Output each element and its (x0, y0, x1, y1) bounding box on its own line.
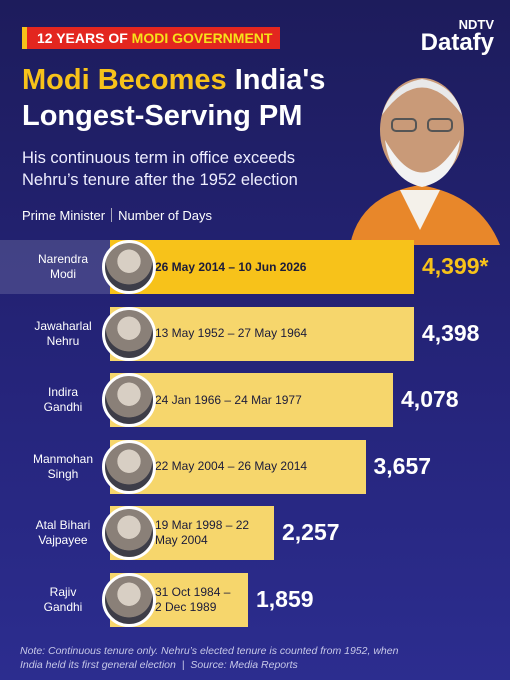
bar: 22 May 2004 – 26 May 2014 (110, 439, 366, 494)
value-label: 1,859 (255, 586, 314, 612)
value-label: 4,078 (401, 386, 459, 413)
photo (102, 306, 156, 361)
category-label: Manmohan Singh (32, 451, 94, 481)
photo (102, 439, 156, 494)
photo (102, 373, 156, 428)
title: Modi Becomes India's Longest-Serving PM (22, 62, 332, 134)
value-label: 3,657 (373, 452, 432, 479)
date-label: 22 May 2004 – 26 May 2014 (155, 459, 308, 474)
column-headers: Prime Minister Number of Days (22, 208, 212, 223)
photo (102, 573, 156, 627)
source: Source: Media Reports (190, 659, 298, 671)
note: Note: Continuous tenure only. Nehru’s el… (20, 645, 399, 671)
bar: 24 Jan 1966 – 24 Mar 1977 (110, 373, 394, 428)
brand-sub: Datafy (420, 29, 494, 56)
badge: 12 YEARS OF MODI GOVERNMENT (22, 27, 281, 49)
subtitle: His continuous term in office exceeds Ne… (22, 149, 298, 189)
photo (102, 506, 156, 561)
photo (102, 240, 156, 294)
category-header: Prime Minister (22, 208, 106, 223)
bar: 26 May 2014 – 10 Jun 2026 (110, 240, 414, 294)
category-label: Jawaharlal Nehru (34, 318, 92, 348)
title-text: India's Longest-Serving PM (22, 64, 326, 132)
note-text: Note: Continuous tenure only. Nehru’s el… (20, 645, 399, 671)
value-label: 2,257 (282, 519, 340, 546)
date-label: 26 May 2014 – 10 Jun 2026 (155, 259, 307, 274)
date-label: 13 May 1952 – 27 May 1964 (155, 326, 308, 341)
brand-name: NDTV (458, 17, 494, 32)
date-label: 19 Mar 1998 – 22 May 2004 (155, 518, 250, 548)
portrait (350, 78, 500, 245)
value-label: 4,398 (421, 319, 480, 346)
badge-highlight: MODI GOVERNMENT (131, 30, 273, 46)
date-label: 31 Oct 1984 – 2 Dec 1989 (155, 585, 231, 614)
badge-text: 12 YEARS OF (37, 30, 132, 46)
bar: 13 May 1952 – 27 May 1964 (110, 306, 414, 361)
category-label: Narendra Modi (37, 252, 89, 281)
row-highlight (0, 240, 110, 294)
category-label: Indira Gandhi (43, 385, 83, 415)
title-highlight: Modi Becomes (22, 64, 227, 96)
category-label: Rajiv Gandhi (43, 585, 83, 614)
value-header: Number of Days (118, 208, 212, 223)
value-label: 4,399* (422, 253, 489, 279)
category-label: Atal Bihari Vajpayee (35, 518, 91, 548)
date-label: 24 Jan 1966 – 24 Mar 1977 (155, 392, 302, 407)
brand: NDTV Datafy (421, 18, 494, 55)
